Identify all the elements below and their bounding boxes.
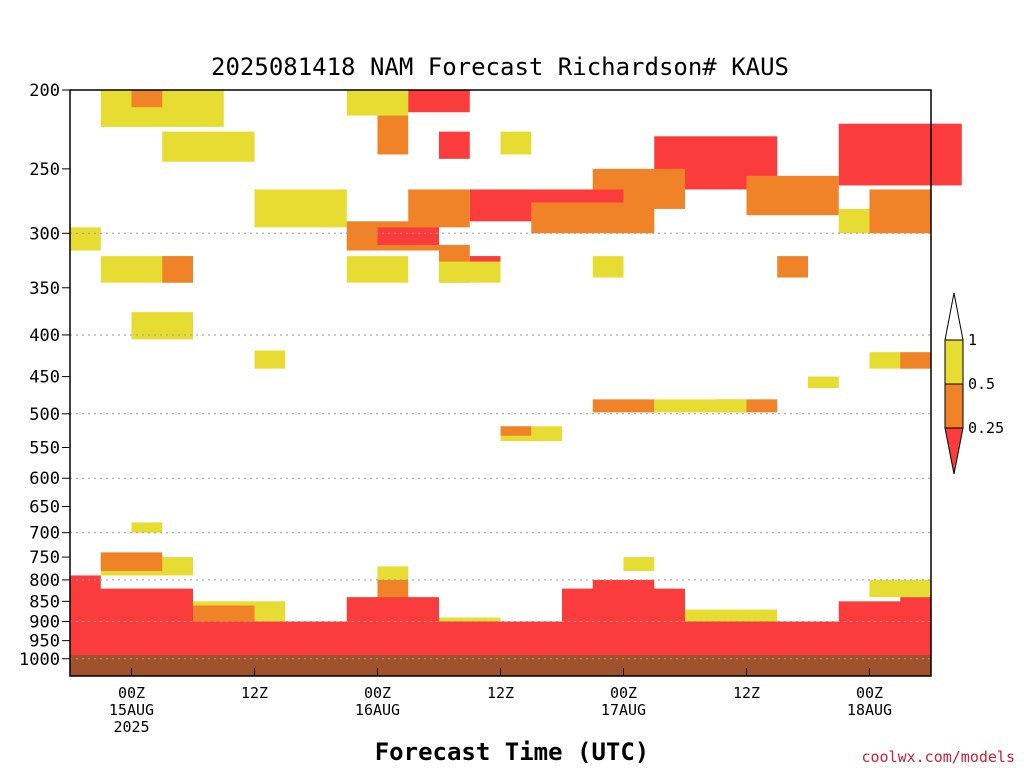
y-tick-label: 850 <box>29 592 60 612</box>
heatmap-cells <box>70 90 962 676</box>
x-tick-label: 18AUG <box>847 701 892 719</box>
heatmap-cell <box>254 189 347 228</box>
y-tick-label: 750 <box>29 548 60 568</box>
legend-swatch <box>944 292 964 341</box>
y-tick-label: 300 <box>29 224 60 244</box>
heatmap-cell <box>592 256 624 278</box>
heatmap-cell <box>346 90 409 116</box>
heatmap-cell <box>869 579 931 598</box>
pressure-gridlines <box>70 232 931 660</box>
heatmap-cell <box>531 202 655 234</box>
heatmap-cell <box>70 621 931 657</box>
heatmap-cell <box>777 256 808 278</box>
x-tick-label: 17AUG <box>601 701 646 719</box>
heatmap-cell <box>377 115 409 155</box>
x-tick-label: 12Z <box>241 684 268 702</box>
y-tick-label: 450 <box>29 368 60 388</box>
heatmap-cell <box>346 256 409 283</box>
heatmap-cell <box>346 597 439 622</box>
legend-label: 0.25 <box>968 419 1004 437</box>
heatmap-cell <box>654 399 685 413</box>
y-tick-label: 550 <box>29 438 60 458</box>
legend-label: 1 <box>968 331 977 349</box>
heatmap-cell <box>377 227 439 245</box>
heatmap-cell <box>70 588 193 622</box>
x-tick-label: 16AUG <box>355 701 400 719</box>
x-tick-label: 00Z <box>856 684 883 702</box>
heatmap-cell <box>623 557 655 571</box>
heatmap-cell <box>70 227 101 251</box>
heatmap-cell <box>500 426 532 436</box>
heatmap-cell <box>439 261 501 283</box>
y-tick-label: 900 <box>29 613 60 633</box>
heatmap-cell <box>254 350 286 369</box>
x-tick-label: 12Z <box>487 684 514 702</box>
y-tick-label: 350 <box>29 279 60 299</box>
heatmap-cell <box>131 90 163 108</box>
y-tick-label: 200 <box>29 81 60 101</box>
heatmap-cell <box>869 189 931 234</box>
x-axis-label: Forecast Time (UTC) <box>375 738 650 766</box>
y-tick-label: 650 <box>29 498 60 518</box>
heatmap-cell <box>162 131 255 162</box>
y-tick-label: 500 <box>29 405 60 425</box>
heatmap-cell <box>377 566 409 580</box>
heatmap-cell <box>408 90 470 113</box>
y-tick-label: 400 <box>29 326 60 346</box>
heatmap-cell <box>131 312 193 340</box>
heatmap-cell <box>685 399 747 413</box>
heatmap-cell <box>500 131 532 155</box>
x-tick-label: 2025 <box>113 718 149 736</box>
x-tick-label: 00Z <box>610 684 637 702</box>
legend-swatch <box>944 339 964 385</box>
y-tick-label: 600 <box>29 469 60 489</box>
heatmap-cell <box>592 399 655 413</box>
heatmap-cell <box>131 522 163 533</box>
credit-text: coolwx.com/models <box>861 748 1015 766</box>
heatmap-cell <box>838 123 962 186</box>
heatmap-cell <box>439 131 470 159</box>
heatmap-cell <box>100 552 163 571</box>
legend-swatch <box>944 427 964 475</box>
y-tick-label: 700 <box>29 524 60 544</box>
colorbar-legend: 1 0.5 0.25 <box>944 292 1004 475</box>
y-tick-label: 800 <box>29 571 60 591</box>
x-tick-label: 12Z <box>733 684 760 702</box>
y-tick-label: 250 <box>29 160 60 180</box>
heatmap-cell <box>562 588 685 622</box>
chart-title: 2025081418 NAM Forecast Richardson# KAUS <box>211 53 789 81</box>
heatmap-cell <box>746 175 839 216</box>
pressure-axis: 200 250 300 350 400 450 500 550 600 650 700 750 8008… <box>19 81 70 670</box>
heatmap-cell <box>900 352 931 369</box>
legend-label: 0.5 <box>968 375 995 393</box>
x-tick-label: 15AUG <box>109 701 154 719</box>
legend-swatch <box>944 383 964 429</box>
heatmap-cell <box>808 376 839 389</box>
x-tick-label: 00Z <box>364 684 391 702</box>
y-tick-label: 1000 <box>19 650 60 670</box>
heatmap-cell <box>408 189 470 228</box>
ground-layer <box>70 655 931 676</box>
x-tick-label: 00Z <box>118 684 145 702</box>
heatmap-cell <box>900 597 931 614</box>
heatmap-cell <box>162 256 193 283</box>
y-tick-label: 950 <box>29 632 60 652</box>
